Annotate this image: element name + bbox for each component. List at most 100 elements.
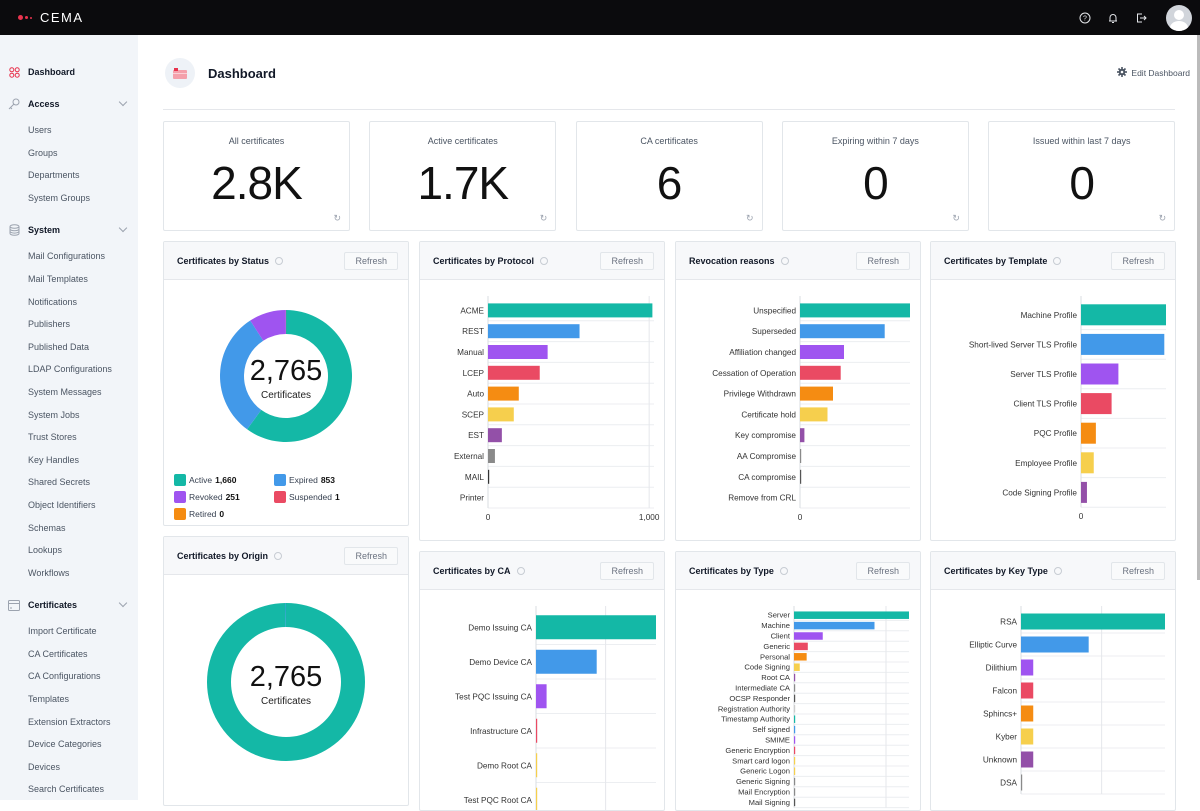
bar-ca-compromise[interactable] — [800, 470, 801, 484]
bar-smime[interactable] — [794, 736, 795, 744]
sidebar-item-groups[interactable]: Groups — [0, 142, 138, 165]
sidebar-item-extension-extractors[interactable]: Extension Extractors — [0, 711, 138, 734]
bar-code-signing[interactable] — [794, 663, 800, 671]
sidebar-item-published-data[interactable]: Published Data — [0, 336, 138, 359]
sidebar-item-system-messages[interactable]: System Messages — [0, 381, 138, 404]
bar-test-pqc-root-ca[interactable] — [536, 788, 537, 810]
bar-short-lived-server-tls-profile[interactable] — [1081, 334, 1164, 355]
sidebar-item-mail-templates[interactable]: Mail Templates — [0, 268, 138, 291]
bar-generic-signing[interactable] — [794, 778, 795, 786]
chevron-down-icon[interactable] — [119, 224, 127, 232]
sidebar-item-ldap-configurations[interactable]: LDAP Configurations — [0, 358, 138, 381]
bar-mail[interactable] — [488, 470, 489, 484]
sidebar-item-schemas[interactable]: Schemas — [0, 517, 138, 540]
info-icon[interactable] — [781, 257, 789, 265]
bar-mail-encryption[interactable] — [794, 788, 795, 796]
bar-ocsp-responder[interactable] — [794, 695, 795, 703]
refresh-button[interactable]: Refresh — [1111, 562, 1165, 580]
refresh-button[interactable]: Refresh — [600, 252, 654, 270]
info-icon[interactable] — [274, 552, 282, 560]
bar-registration-authority[interactable] — [794, 705, 795, 713]
bar-lcep[interactable] — [488, 366, 540, 380]
refresh-button[interactable]: Refresh — [344, 547, 398, 565]
sidebar-item-users[interactable]: Users — [0, 119, 138, 142]
info-icon[interactable] — [275, 257, 283, 265]
info-icon[interactable] — [1054, 567, 1062, 575]
sidebar-item-departments[interactable]: Departments — [0, 164, 138, 187]
bar-server-tls-profile[interactable] — [1081, 364, 1118, 385]
user-avatar[interactable] — [1166, 5, 1192, 31]
bar-generic-encryption[interactable] — [794, 747, 795, 755]
bar-est[interactable] — [488, 428, 502, 442]
info-icon[interactable] — [780, 567, 788, 575]
bar-demo-issuing-ca[interactable] — [536, 615, 656, 639]
bar-generic[interactable] — [794, 643, 808, 651]
sidebar-item-trust-stores[interactable]: Trust Stores — [0, 426, 138, 449]
bar-dilithium[interactable] — [1021, 660, 1033, 676]
bar-test-pqc-issuing-ca[interactable] — [536, 684, 547, 708]
bell-icon[interactable] — [1106, 11, 1120, 25]
refresh-button[interactable]: Refresh — [600, 562, 654, 580]
bar-client-tls-profile[interactable] — [1081, 393, 1112, 414]
sidebar-item-system-jobs[interactable]: System Jobs — [0, 404, 138, 427]
sidebar-item-dashboard[interactable]: Dashboard — [0, 63, 138, 81]
bar-rest[interactable] — [488, 324, 580, 338]
help-icon[interactable]: ? — [1078, 11, 1092, 25]
bar-infrastructure-ca[interactable] — [536, 719, 537, 743]
sidebar-item-devices[interactable]: Devices — [0, 756, 138, 779]
info-icon[interactable] — [1053, 257, 1061, 265]
bar-cessation-of-operation[interactable] — [800, 366, 841, 380]
refresh-icon[interactable]: ↻ — [746, 213, 754, 224]
sidebar-item-templates[interactable]: Templates — [0, 688, 138, 711]
sidebar-item-ca-configurations[interactable]: CA Configurations — [0, 665, 138, 688]
bar-auto[interactable] — [488, 387, 519, 401]
sidebar-section-system[interactable]: System — [0, 221, 138, 239]
refresh-button[interactable]: Refresh — [856, 252, 910, 270]
bar-acme[interactable] — [488, 303, 652, 317]
bar-elliptic-curve[interactable] — [1021, 637, 1089, 653]
refresh-button[interactable]: Refresh — [856, 562, 910, 580]
bar-unspecified[interactable] — [800, 303, 910, 317]
bar-demo-root-ca[interactable] — [536, 753, 537, 777]
refresh-button[interactable]: Refresh — [344, 252, 398, 270]
bar-affiliation-changed[interactable] — [800, 345, 844, 359]
sidebar-item-publishers[interactable]: Publishers — [0, 313, 138, 336]
bar-key-compromise[interactable] — [800, 428, 804, 442]
edit-dashboard-button[interactable]: Edit Dashboard — [1117, 67, 1190, 79]
info-icon[interactable] — [540, 257, 548, 265]
logout-icon[interactable] — [1134, 11, 1148, 25]
bar-sphincs[interactable] — [1021, 706, 1033, 722]
bar-personal[interactable] — [794, 653, 807, 661]
sidebar-item-notifications[interactable]: Notifications — [0, 291, 138, 314]
bar-dsa[interactable] — [1021, 775, 1022, 791]
bar-generic-logon[interactable] — [794, 767, 795, 775]
bar-certificate-hold[interactable] — [800, 407, 828, 421]
bar-machine[interactable] — [794, 622, 875, 630]
chevron-down-icon[interactable] — [119, 599, 127, 607]
bar-employee-profile[interactable] — [1081, 452, 1094, 473]
sidebar-item-search-certificates[interactable]: Search Certificates — [0, 778, 138, 800]
bar-unknown[interactable] — [1021, 752, 1033, 768]
bar-scep[interactable] — [488, 407, 514, 421]
bar-client[interactable] — [794, 632, 823, 640]
refresh-icon[interactable]: ↻ — [1159, 213, 1167, 224]
sidebar-item-object-identifiers[interactable]: Object Identifiers — [0, 494, 138, 517]
bar-timestamp-authority[interactable] — [794, 715, 795, 723]
bar-rsa[interactable] — [1021, 614, 1165, 630]
sidebar-item-import-certificate[interactable]: Import Certificate — [0, 620, 138, 643]
bar-kyber[interactable] — [1021, 729, 1033, 745]
bar-pqc-profile[interactable] — [1081, 423, 1096, 444]
bar-server[interactable] — [794, 611, 909, 619]
sidebar-section-certificates[interactable]: Certificates — [0, 596, 138, 614]
refresh-icon[interactable]: ↻ — [952, 213, 960, 224]
info-icon[interactable] — [517, 567, 525, 575]
bar-demo-device-ca[interactable] — [536, 650, 597, 674]
sidebar-item-system-groups[interactable]: System Groups — [0, 187, 138, 210]
chevron-down-icon[interactable] — [119, 98, 127, 106]
sidebar-item-device-categories[interactable]: Device Categories — [0, 733, 138, 756]
sidebar-item-lookups[interactable]: Lookups — [0, 539, 138, 562]
